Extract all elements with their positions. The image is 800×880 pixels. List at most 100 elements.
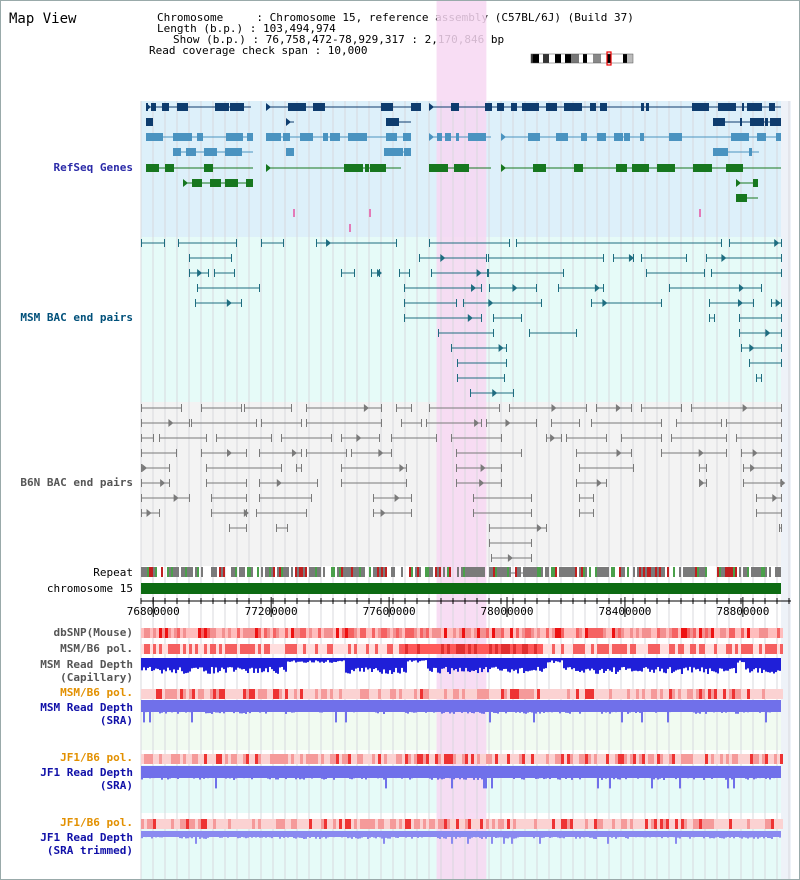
jf1-b6-pol-trimmed-cell[interactable] [756, 819, 759, 829]
repeat-element[interactable] [301, 567, 303, 577]
repeat-element[interactable] [239, 567, 241, 577]
jf1-depth-bar[interactable] [395, 766, 397, 779]
jf1-depth-bar[interactable] [549, 766, 551, 780]
msm-depth-capillary-bar[interactable] [419, 658, 421, 662]
ideogram-band[interactable] [593, 54, 601, 63]
msm-b6-pol-cell[interactable] [513, 644, 516, 654]
dbsnp-cell[interactable] [561, 628, 564, 638]
repeat-element[interactable] [457, 567, 459, 577]
msm-depth-capillary-bar[interactable] [297, 658, 299, 662]
msm-b6-pol-cell[interactable] [357, 644, 360, 654]
gene-exon[interactable] [146, 164, 159, 172]
gene-exon[interactable] [574, 164, 583, 172]
msm-b6-pol-cell[interactable] [315, 644, 318, 654]
msm-depth-sra-bar[interactable] [583, 700, 585, 710]
dbsnp-cell[interactable] [543, 628, 546, 638]
dbsnp-cell[interactable] [396, 628, 399, 638]
jf1-trimmed-depth-bar[interactable] [537, 831, 539, 836]
jf1-depth-bar[interactable] [617, 766, 619, 780]
msm-b6-pol-sra-cell[interactable] [180, 689, 183, 699]
jf1-depth-bar[interactable] [547, 766, 549, 774]
msm-depth-capillary-bar[interactable] [535, 658, 537, 671]
jf1-depth-bar[interactable] [471, 766, 473, 778]
msm-depth-sra-bar[interactable] [671, 700, 673, 708]
jf1-depth-bar[interactable] [431, 766, 433, 780]
dbsnp-cell[interactable] [633, 628, 636, 638]
jf1-b6-pol-trimmed-cell[interactable] [312, 819, 315, 829]
msm-depth-sra-bar[interactable] [231, 700, 233, 713]
msm-b6-pol-cell[interactable] [330, 644, 333, 654]
msm-depth-capillary-bar[interactable] [447, 658, 449, 673]
jf1-b6-pol-trimmed-cell[interactable] [384, 819, 387, 829]
msm-depth-sra-bar[interactable] [731, 700, 733, 709]
msm-depth-sra-bar[interactable] [713, 700, 715, 713]
msm-b6-pol-sra-cell[interactable] [477, 689, 480, 699]
jf1-depth-bar[interactable] [625, 766, 627, 780]
b6n-bac-end[interactable] [743, 479, 744, 487]
msm-bac-end[interactable] [481, 284, 482, 292]
msm-depth-sra-bar[interactable] [433, 700, 435, 713]
repeat-element[interactable] [347, 567, 349, 577]
msm-depth-sra-bar[interactable] [383, 700, 385, 714]
msm-depth-sra-bar[interactable] [141, 700, 143, 711]
jf1-b6-pol-trimmed-cell[interactable] [576, 819, 579, 829]
msm-b6-pol-cell[interactable] [771, 644, 774, 654]
b6n-bac-end[interactable] [341, 434, 342, 442]
jf1-trimmed-depth-bar[interactable] [575, 831, 577, 839]
jf1-b6-pol-cell[interactable] [234, 754, 237, 764]
jf1-trimmed-depth-bar[interactable] [577, 831, 579, 837]
b6n-bac-end[interactable] [281, 434, 282, 442]
msm-b6-pol-cell[interactable] [246, 644, 249, 654]
jf1-b6-pol-trimmed-cell[interactable] [723, 819, 726, 829]
jf1-b6-pol-cell[interactable] [213, 754, 216, 764]
jf1-b6-pol-cell[interactable] [507, 754, 510, 764]
msm-depth-sra-bar[interactable] [185, 700, 187, 713]
jf1-depth-bar[interactable] [759, 766, 761, 779]
jf1-b6-pol-cell[interactable] [150, 754, 153, 764]
repeat-element[interactable] [545, 567, 547, 577]
msm-depth-sra-bar[interactable] [391, 700, 393, 712]
jf1-depth-bar[interactable] [559, 766, 561, 780]
msm-depth-capillary-bar[interactable] [569, 658, 571, 668]
msm-depth-sra-bar[interactable] [613, 700, 615, 710]
msm-b6-pol-cell[interactable] [564, 644, 567, 654]
dbsnp-cell[interactable] [330, 628, 333, 638]
jf1-trimmed-depth-bar[interactable] [499, 831, 501, 838]
msm-depth-capillary-bar[interactable] [725, 658, 727, 671]
repeat-element[interactable] [243, 567, 245, 577]
jf1-b6-pol-trimmed-cell[interactable] [309, 819, 312, 829]
jf1-b6-pol-trimmed-cell[interactable] [696, 819, 699, 829]
jf1-depth-bar[interactable] [331, 766, 333, 776]
jf1-b6-pol-trimmed-cell[interactable] [390, 819, 393, 829]
jf1-b6-pol-trimmed-cell[interactable] [735, 819, 738, 829]
jf1-depth-bar[interactable] [695, 766, 697, 775]
jf1-depth-bar[interactable] [727, 766, 729, 789]
b6n-bac-end[interactable] [576, 449, 577, 457]
msm-depth-capillary-bar[interactable] [705, 658, 707, 669]
jf1-trimmed-depth-bar[interactable] [457, 831, 459, 837]
msm-depth-sra-bar[interactable] [649, 700, 651, 711]
jf1-depth-bar[interactable] [629, 766, 631, 774]
jf1-b6-pol-trimmed-cell[interactable] [174, 819, 177, 829]
jf1-b6-pol-trimmed-cell[interactable] [180, 819, 183, 829]
dbsnp-cell[interactable] [696, 628, 699, 638]
msm-bac-end[interactable] [404, 314, 405, 322]
dbsnp-cell[interactable] [642, 628, 645, 638]
jf1-b6-pol-cell[interactable] [765, 754, 768, 764]
jf1-b6-pol-cell[interactable] [384, 754, 387, 764]
msm-depth-capillary-bar[interactable] [163, 658, 165, 670]
jf1-trimmed-depth-bar[interactable] [227, 831, 229, 838]
msm-depth-sra-bar[interactable] [373, 700, 375, 710]
dbsnp-cell[interactable] [651, 628, 654, 638]
msm-bac-end[interactable] [234, 269, 235, 277]
repeat-element[interactable] [323, 567, 325, 577]
jf1-trimmed-depth-bar[interactable] [325, 831, 327, 839]
jf1-depth-bar[interactable] [399, 766, 401, 777]
jf1-depth-bar[interactable] [723, 766, 725, 775]
jf1-trimmed-depth-bar[interactable] [201, 831, 203, 838]
msm-b6-pol-sra-cell[interactable] [204, 689, 207, 699]
jf1-depth-bar[interactable] [357, 766, 359, 777]
msm-b6-pol-sra-cell[interactable] [198, 689, 201, 699]
jf1-depth-bar[interactable] [287, 766, 289, 777]
jf1-trimmed-depth-bar[interactable] [203, 831, 205, 839]
